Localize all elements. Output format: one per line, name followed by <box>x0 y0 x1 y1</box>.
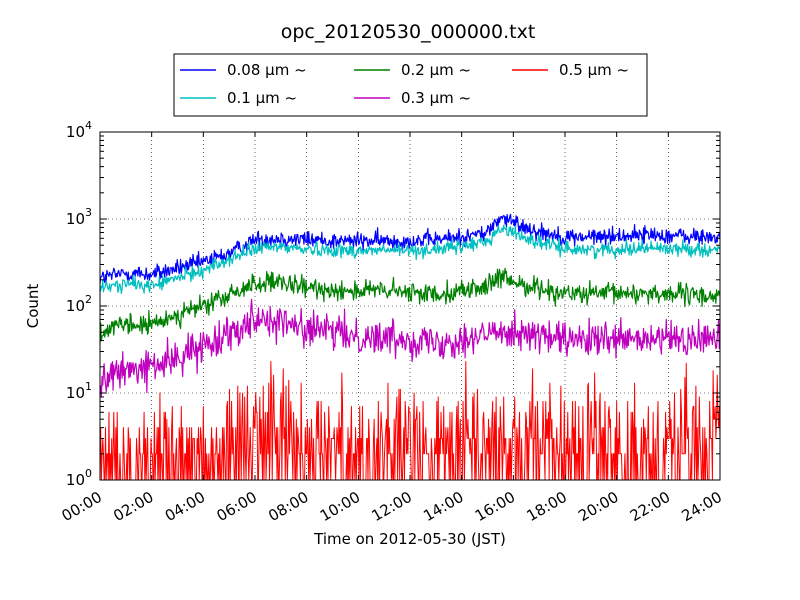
series-line-1 <box>100 224 720 295</box>
legend-frame <box>173 53 648 117</box>
y-tick-exponent: 3 <box>85 206 92 219</box>
y-axis-label: Count <box>24 284 42 329</box>
y-tick-exponent: 4 <box>85 119 92 132</box>
series-line-3 <box>100 298 720 398</box>
series-line-0 <box>100 213 720 284</box>
y-tick-label: 104 <box>66 119 92 141</box>
legend-label-3: 0.3 μm ~ <box>401 89 471 107</box>
series-line-2 <box>100 267 720 344</box>
y-tick-exponent: 2 <box>85 293 92 306</box>
chart-title: opc_20120530_000000.txt <box>281 21 536 43</box>
y-tick-base: 10 <box>66 210 85 228</box>
y-tick-exponent: 0 <box>85 467 92 480</box>
y-tick-label: 102 <box>66 293 92 315</box>
series-line-4 <box>100 361 720 480</box>
legend-label-0: 0.08 μm ~ <box>227 61 307 79</box>
legend-label-4: 0.5 μm ~ <box>559 61 629 79</box>
y-tick-label: 101 <box>66 380 92 402</box>
y-tick-base: 10 <box>66 384 85 402</box>
y-tick-label: 100 <box>66 467 92 489</box>
legend: 0.08 μm ~ 0.1 μm ~ 0.2 μm ~ 0.3 μm ~ 0.5 μm … <box>173 53 648 117</box>
y-tick-label: 103 <box>66 206 92 228</box>
x-axis-label: Time on 2012-05-30 (JST) <box>313 530 506 548</box>
plot-series-area <box>100 213 720 480</box>
y-tick-exponent: 1 <box>85 380 92 393</box>
y-tick-base: 10 <box>66 123 85 141</box>
y-tick-base: 10 <box>66 471 85 489</box>
legend-label-2: 0.2 μm ~ <box>401 61 471 79</box>
y-tick-base: 10 <box>66 297 85 315</box>
series-layer <box>100 213 720 480</box>
legend-label-1: 0.1 μm ~ <box>227 89 297 107</box>
